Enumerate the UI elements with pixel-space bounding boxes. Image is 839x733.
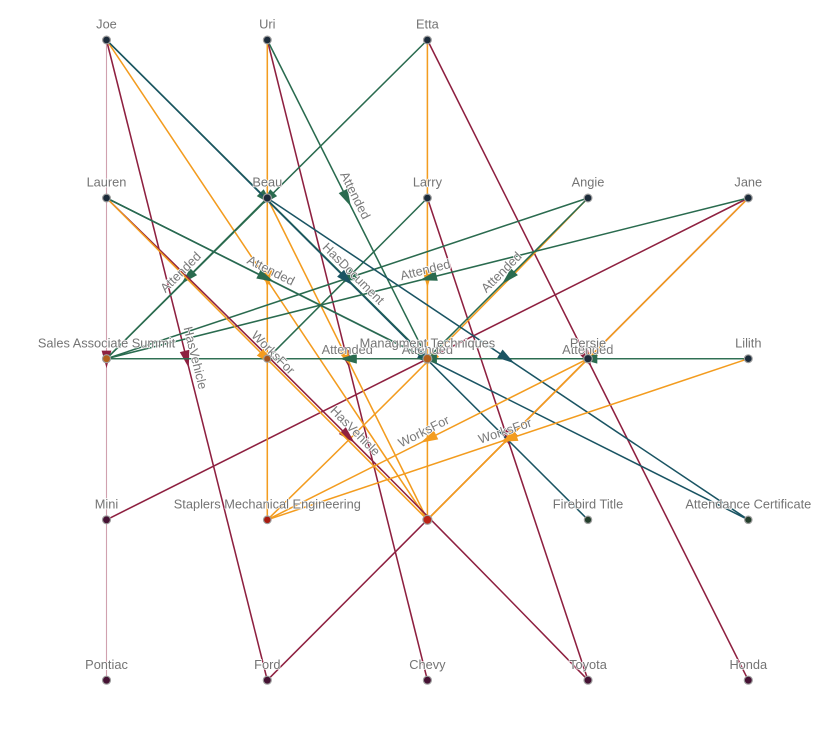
svg-text:Attended: Attended [562, 342, 613, 357]
svg-text:Joe: Joe [96, 17, 117, 32]
svg-text:Honda: Honda [729, 657, 768, 672]
svg-text:Mini: Mini [95, 497, 118, 512]
svg-text:Sales Associate Summit: Sales Associate Summit [38, 335, 176, 350]
svg-text:Angie: Angie [572, 175, 605, 190]
svg-text:Lauren: Lauren [87, 175, 127, 190]
svg-text:Pontiac: Pontiac [85, 657, 128, 672]
svg-text:Jane: Jane [734, 175, 762, 190]
svg-text:Managment Techniques: Managment Techniques [360, 335, 496, 350]
svg-text:Toyota: Toyota [569, 657, 608, 672]
svg-text:Attended: Attended [402, 342, 453, 357]
svg-text:Chevy: Chevy [409, 657, 446, 672]
svg-text:Firebird Title: Firebird Title [553, 497, 623, 512]
svg-text:Larry: Larry [413, 175, 443, 190]
svg-text:Uri: Uri [259, 17, 275, 32]
svg-text:Staplers Mechanical Engineerin: Staplers Mechanical Engineering [174, 497, 361, 512]
svg-text:Attended: Attended [322, 342, 373, 357]
svg-text:Beau: Beau [252, 175, 282, 190]
svg-text:Etta: Etta [416, 17, 440, 32]
svg-text:Attendance Certificate: Attendance Certificate [685, 497, 811, 512]
svg-text:Ford: Ford [254, 657, 280, 672]
svg-text:Persie: Persie [570, 335, 606, 350]
svg-text:Lilith: Lilith [735, 335, 761, 350]
